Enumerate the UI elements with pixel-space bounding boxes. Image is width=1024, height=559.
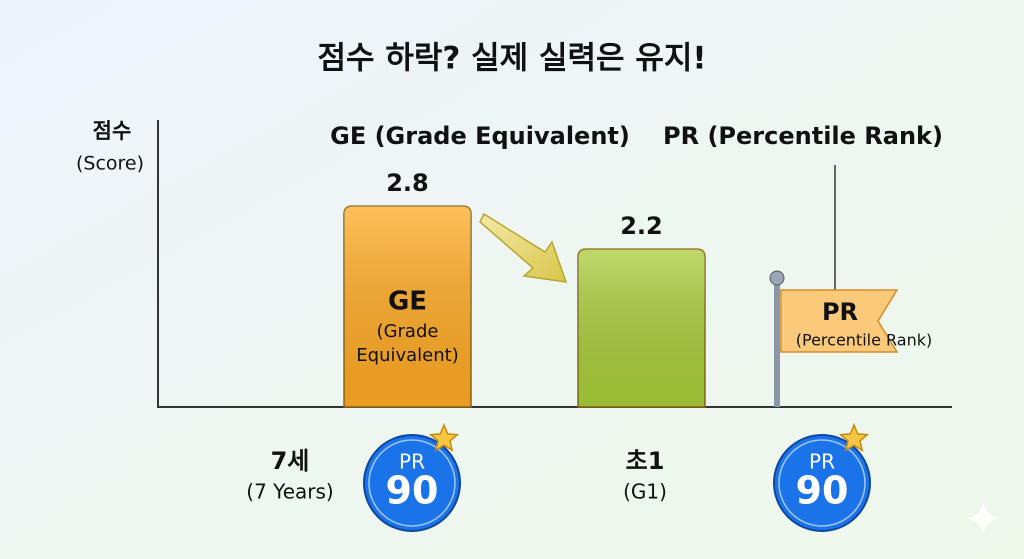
x-tick-sublabel: (7 Years) (246, 480, 333, 504)
chart-title: 점수 하락? 실제 실력은 유지! (317, 41, 706, 77)
bar-shade (344, 206, 471, 407)
bar-text: (Grade (377, 321, 439, 342)
flag-pole-top (769, 270, 785, 286)
badge-ring (778, 439, 866, 527)
header: GE (Grade Equivalent) (330, 122, 630, 150)
y-axis-label: 점수 (93, 119, 132, 143)
badge-label: PR (809, 450, 835, 474)
x-tick-sublabel: (G1) (623, 480, 667, 504)
badge-value: 90 (386, 469, 439, 513)
badge-value: 90 (796, 469, 849, 513)
badge (773, 434, 871, 532)
header: PR (Percentile Rank) (663, 122, 943, 150)
sparkle (967, 502, 999, 534)
star (428, 423, 460, 452)
arrow (479, 212, 568, 283)
bar-title: GE (388, 287, 427, 317)
flag-title: PR (822, 298, 858, 326)
bar-shade (578, 249, 705, 407)
x-tick-label: 7세 (271, 447, 310, 475)
star (838, 423, 870, 452)
flag (780, 289, 899, 353)
x-tick-label: 초1 (626, 447, 665, 475)
badge-label: PR (399, 450, 425, 474)
data-label: 2.2 (620, 212, 663, 240)
y-axis-sublabel: (Score) (76, 153, 144, 175)
bar-text: Equivalent) (356, 345, 458, 366)
badge (363, 434, 461, 532)
flag-subtitle: (Percentile Rank) (796, 331, 932, 350)
data-label: 2.8 (386, 169, 429, 197)
badge-ring (368, 439, 456, 527)
